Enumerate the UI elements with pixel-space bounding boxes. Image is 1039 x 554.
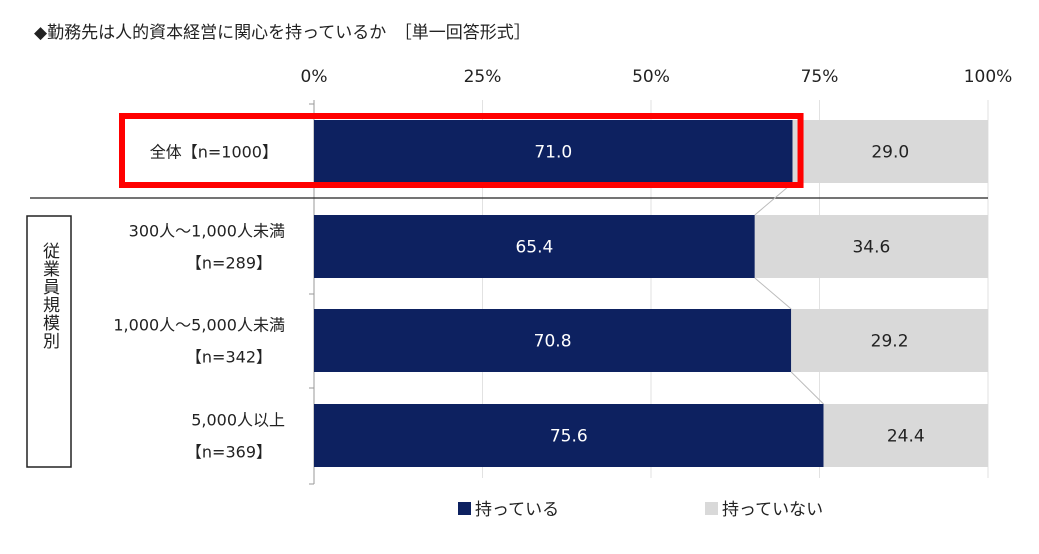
legend-label: 持っている — [475, 500, 559, 520]
legend-label: 持っていない — [722, 500, 823, 520]
x-axis-ticks: 0% 25% 50% 75% 100% — [301, 67, 1013, 87]
legend-swatch — [705, 502, 718, 515]
data-label: 34.6 — [852, 238, 890, 258]
legend-swatch — [458, 502, 471, 515]
bar-segment — [791, 309, 988, 372]
group-label: 従業員規模別 — [39, 242, 60, 350]
value-labels: 71.0 29.0 65.4 34.6 70.8 29.2 75.6 24.4 — [515, 143, 924, 447]
bar-segment — [314, 215, 755, 278]
highlight-rectangle — [119, 113, 804, 188]
series-connector — [754, 182, 793, 216]
data-label: 65.4 — [515, 238, 553, 258]
category-sample-size: 【n=369】 — [186, 443, 272, 462]
category-sample-size: 【n=289】 — [186, 254, 272, 273]
category-label: 300人～1,000人未満 — [129, 222, 285, 241]
category-label: 全体【n=1000】 — [150, 143, 278, 162]
bar-segment — [314, 309, 792, 372]
bar-segment — [314, 120, 793, 183]
highlight-box — [119, 113, 804, 188]
category-sample-size: 【n=342】 — [186, 348, 272, 367]
bar-segment — [792, 120, 988, 183]
data-label: 29.2 — [871, 332, 909, 352]
category-labels: 全体【n=1000】 300人～1,000人未満【n=289】 1,000人～5,0… — [113, 143, 285, 462]
chart-title: ◆勤務先は人的資本経営に関心を持っているか ［単一回答形式］ — [34, 23, 531, 43]
legend: 持っている 持っていない — [458, 500, 823, 520]
data-label: 24.4 — [887, 427, 925, 447]
data-label: 75.6 — [550, 427, 588, 447]
category-label: 5,000人以上 — [191, 411, 285, 430]
category-label: 1,000人～5,000人未満 — [113, 316, 285, 335]
series-connector-lines — [754, 182, 824, 405]
bar-segment — [754, 215, 988, 278]
group-label-frame — [26, 215, 72, 468]
x-tick-label: 50% — [632, 67, 670, 87]
data-label: 29.0 — [871, 143, 909, 163]
data-label: 71.0 — [534, 143, 572, 163]
x-tick-label: 100% — [964, 67, 1013, 87]
bars — [314, 120, 988, 467]
bar-segment — [314, 404, 824, 467]
data-label: 70.8 — [534, 332, 572, 352]
x-tick-label: 75% — [801, 67, 839, 87]
x-tick-label: 0% — [301, 67, 328, 87]
series-connector — [754, 277, 792, 310]
bar-segment — [823, 404, 988, 467]
x-tick-label: 25% — [464, 67, 502, 87]
series-connector — [790, 371, 824, 405]
group-label-box: 従業員規模別 — [26, 215, 72, 468]
